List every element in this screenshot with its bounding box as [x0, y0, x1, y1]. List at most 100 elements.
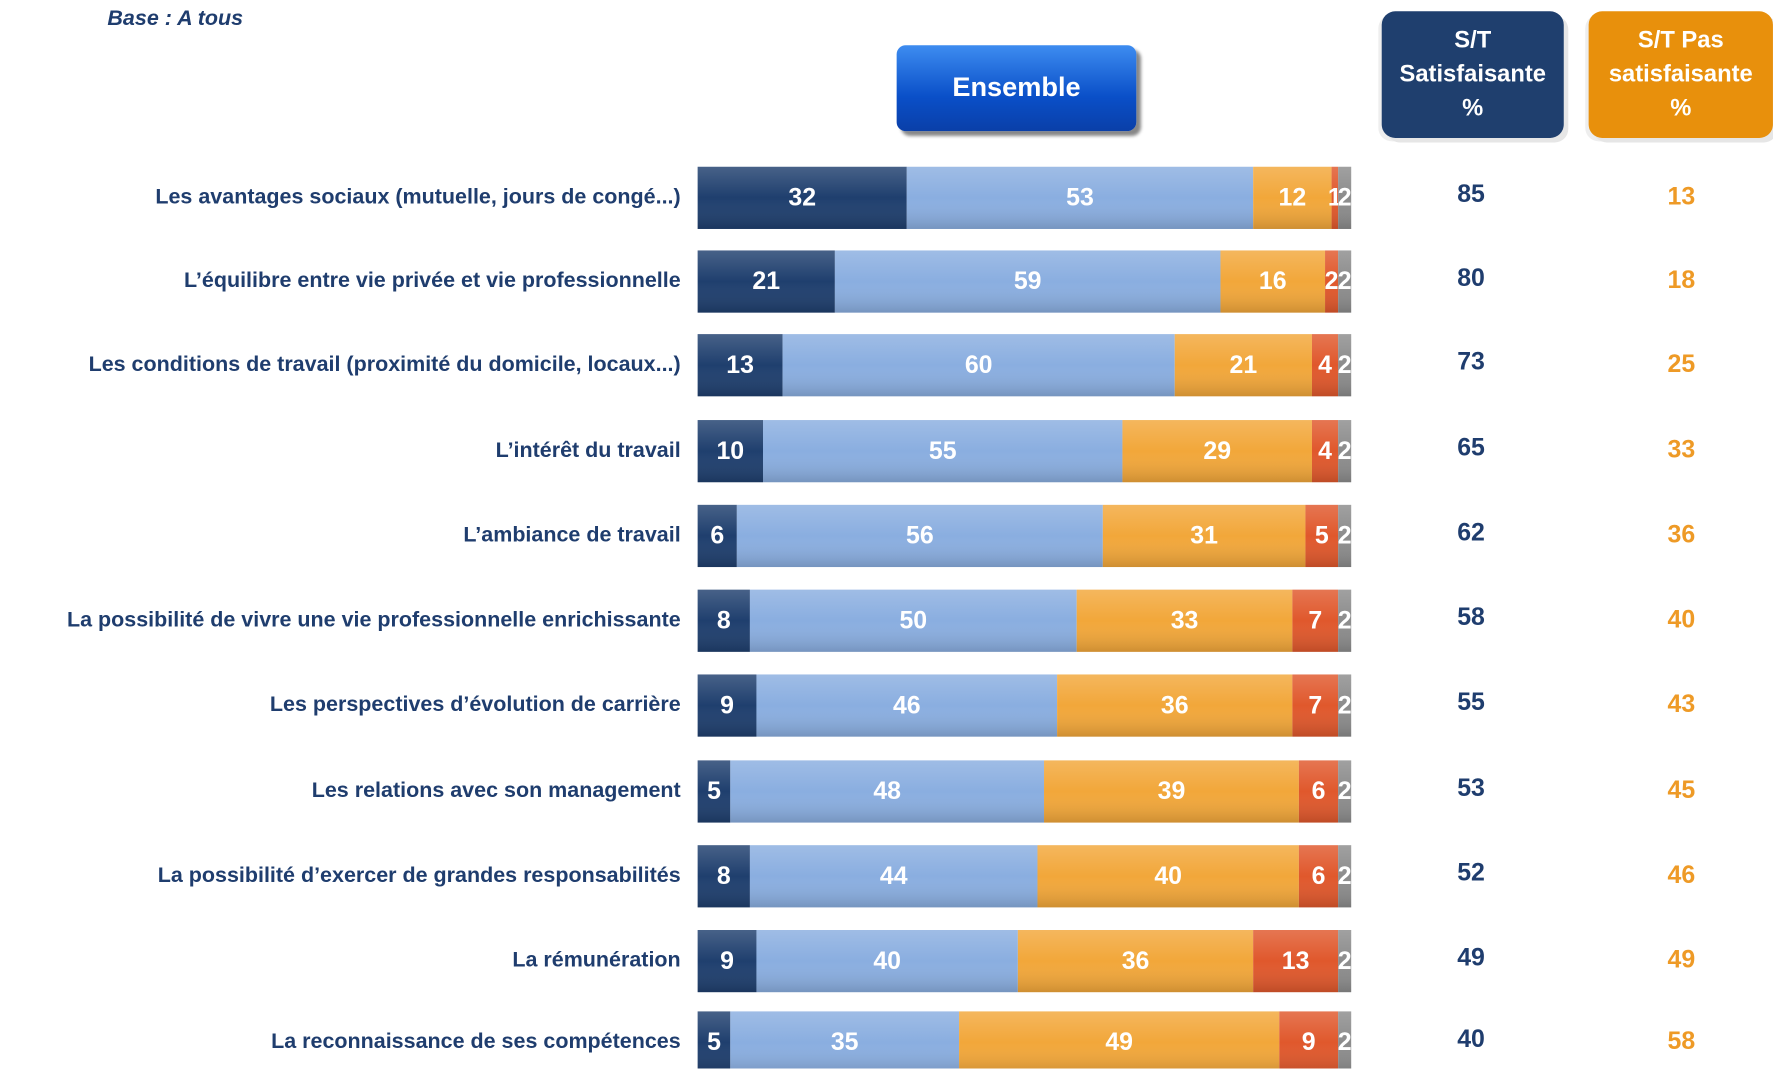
segment-label: 60 — [965, 351, 993, 379]
segment-label: 4 — [1318, 351, 1332, 379]
column-value: 45 — [1668, 776, 1696, 804]
segment: 2 — [1325, 250, 1339, 313]
segment-label: 7 — [1308, 606, 1322, 634]
segment-label: 55 — [929, 437, 957, 465]
segment: 7 — [1292, 589, 1339, 652]
segment-shade — [697, 589, 750, 652]
segment-label: 2 — [1338, 777, 1352, 805]
segment-shade — [730, 760, 1045, 823]
segment-shade — [1338, 250, 1352, 313]
segment-label: 9 — [720, 691, 734, 719]
segment: 12 — [1253, 166, 1332, 229]
segment-shade — [1311, 334, 1339, 397]
segment-shade — [730, 1011, 960, 1069]
segment-label: 2 — [1325, 267, 1339, 295]
segment-shade — [697, 166, 907, 229]
segment-label: 53 — [1066, 184, 1094, 212]
segment: 4 — [1311, 420, 1339, 483]
column-value: 49 — [1457, 943, 1485, 971]
segment-label: 2 — [1338, 606, 1352, 634]
segment-shade — [1292, 674, 1339, 737]
column-value: 62 — [1457, 518, 1485, 546]
category-label: La possibilité d’exercer de grandes resp… — [157, 863, 681, 888]
segment-shade — [1220, 250, 1326, 313]
column-value: 85 — [1457, 180, 1485, 208]
segment: 46 — [756, 674, 1058, 737]
segment-label: 10 — [716, 437, 744, 465]
segment-shade — [697, 420, 763, 483]
category-label: L’intérêt du travail — [495, 438, 681, 463]
segment-shade — [1338, 504, 1352, 568]
column-header-line: satisfaisante — [1608, 61, 1753, 88]
segment-label: 50 — [899, 606, 927, 634]
column-value: 55 — [1457, 688, 1485, 716]
column-value: 36 — [1668, 521, 1696, 549]
segment-shade — [1338, 334, 1352, 397]
segment-label: 6 — [1312, 777, 1326, 805]
segment-shade — [1102, 504, 1306, 568]
column-header-line: S/T Pas — [1637, 27, 1724, 54]
segment: 2 — [1338, 334, 1352, 397]
segment-shade — [697, 760, 731, 823]
column-value: 18 — [1668, 266, 1696, 294]
segment-shade — [1279, 1011, 1339, 1069]
ensemble-button[interactable]: Ensemble — [896, 45, 1137, 132]
segment-shade — [1174, 334, 1312, 397]
segment-label: 8 — [717, 606, 731, 634]
category-label: Les perspectives d’évolution de carrière — [269, 693, 681, 717]
segment: 21 — [697, 250, 835, 313]
segment-label: 13 — [726, 351, 754, 379]
segment-shade — [1298, 845, 1339, 908]
segment-shade — [1338, 760, 1352, 823]
segment: 9 — [1279, 1011, 1339, 1069]
segment-shade — [1325, 250, 1339, 313]
segment-shade — [697, 1011, 731, 1069]
segment: 2 — [1338, 760, 1352, 823]
segment: 2 — [1338, 250, 1352, 313]
segment: 29 — [1122, 420, 1312, 483]
segment: 8 — [697, 845, 750, 908]
column-value: 40 — [1457, 1025, 1485, 1053]
column-value: 25 — [1668, 350, 1696, 378]
segment-shade — [736, 504, 1103, 568]
segment-label: 21 — [752, 267, 780, 295]
column-header-line: % — [1670, 94, 1692, 121]
segment-shade — [1057, 674, 1293, 737]
column-value: 65 — [1457, 433, 1485, 461]
segment: 2 — [1338, 504, 1352, 568]
segment: 4 — [1311, 334, 1339, 397]
column-header: S/T Pas satisfaisante% — [1588, 11, 1773, 138]
segment-shade — [697, 845, 750, 908]
segment-label: 2 — [1338, 691, 1352, 719]
segment-shade — [1338, 589, 1352, 652]
segment-label: 5 — [1315, 522, 1329, 550]
category-label: La possibilité de vivre une vie professi… — [66, 608, 681, 633]
base-note: Base : A tous — [107, 6, 244, 31]
segment: 55 — [762, 420, 1123, 483]
segment-label: 2 — [1338, 947, 1352, 975]
segment-label: 31 — [1190, 522, 1218, 550]
segment: 36 — [1017, 930, 1254, 993]
segment-shade — [1338, 166, 1352, 229]
segment-shade — [1338, 930, 1352, 993]
segment-label: 6 — [710, 522, 724, 550]
column-value: 43 — [1668, 690, 1696, 718]
segment-shade — [1253, 166, 1332, 229]
segment: 59 — [834, 250, 1221, 313]
segment: 6 — [1298, 760, 1339, 823]
segment: 2 — [1338, 674, 1352, 737]
segment: 9 — [697, 674, 757, 737]
segment: 2 — [1338, 845, 1352, 908]
segment: 8 — [697, 589, 750, 652]
segment: 39 — [1044, 760, 1299, 823]
segment-label: 36 — [1161, 691, 1189, 719]
column-value: 33 — [1668, 436, 1696, 464]
column-header: S/T Satisfaisante% — [1381, 11, 1564, 138]
segment-label: 5 — [707, 1028, 721, 1056]
segment: 48 — [730, 760, 1045, 823]
segment-label: 29 — [1203, 437, 1231, 465]
segment: 5 — [697, 760, 731, 823]
segment-label: 46 — [893, 691, 921, 719]
